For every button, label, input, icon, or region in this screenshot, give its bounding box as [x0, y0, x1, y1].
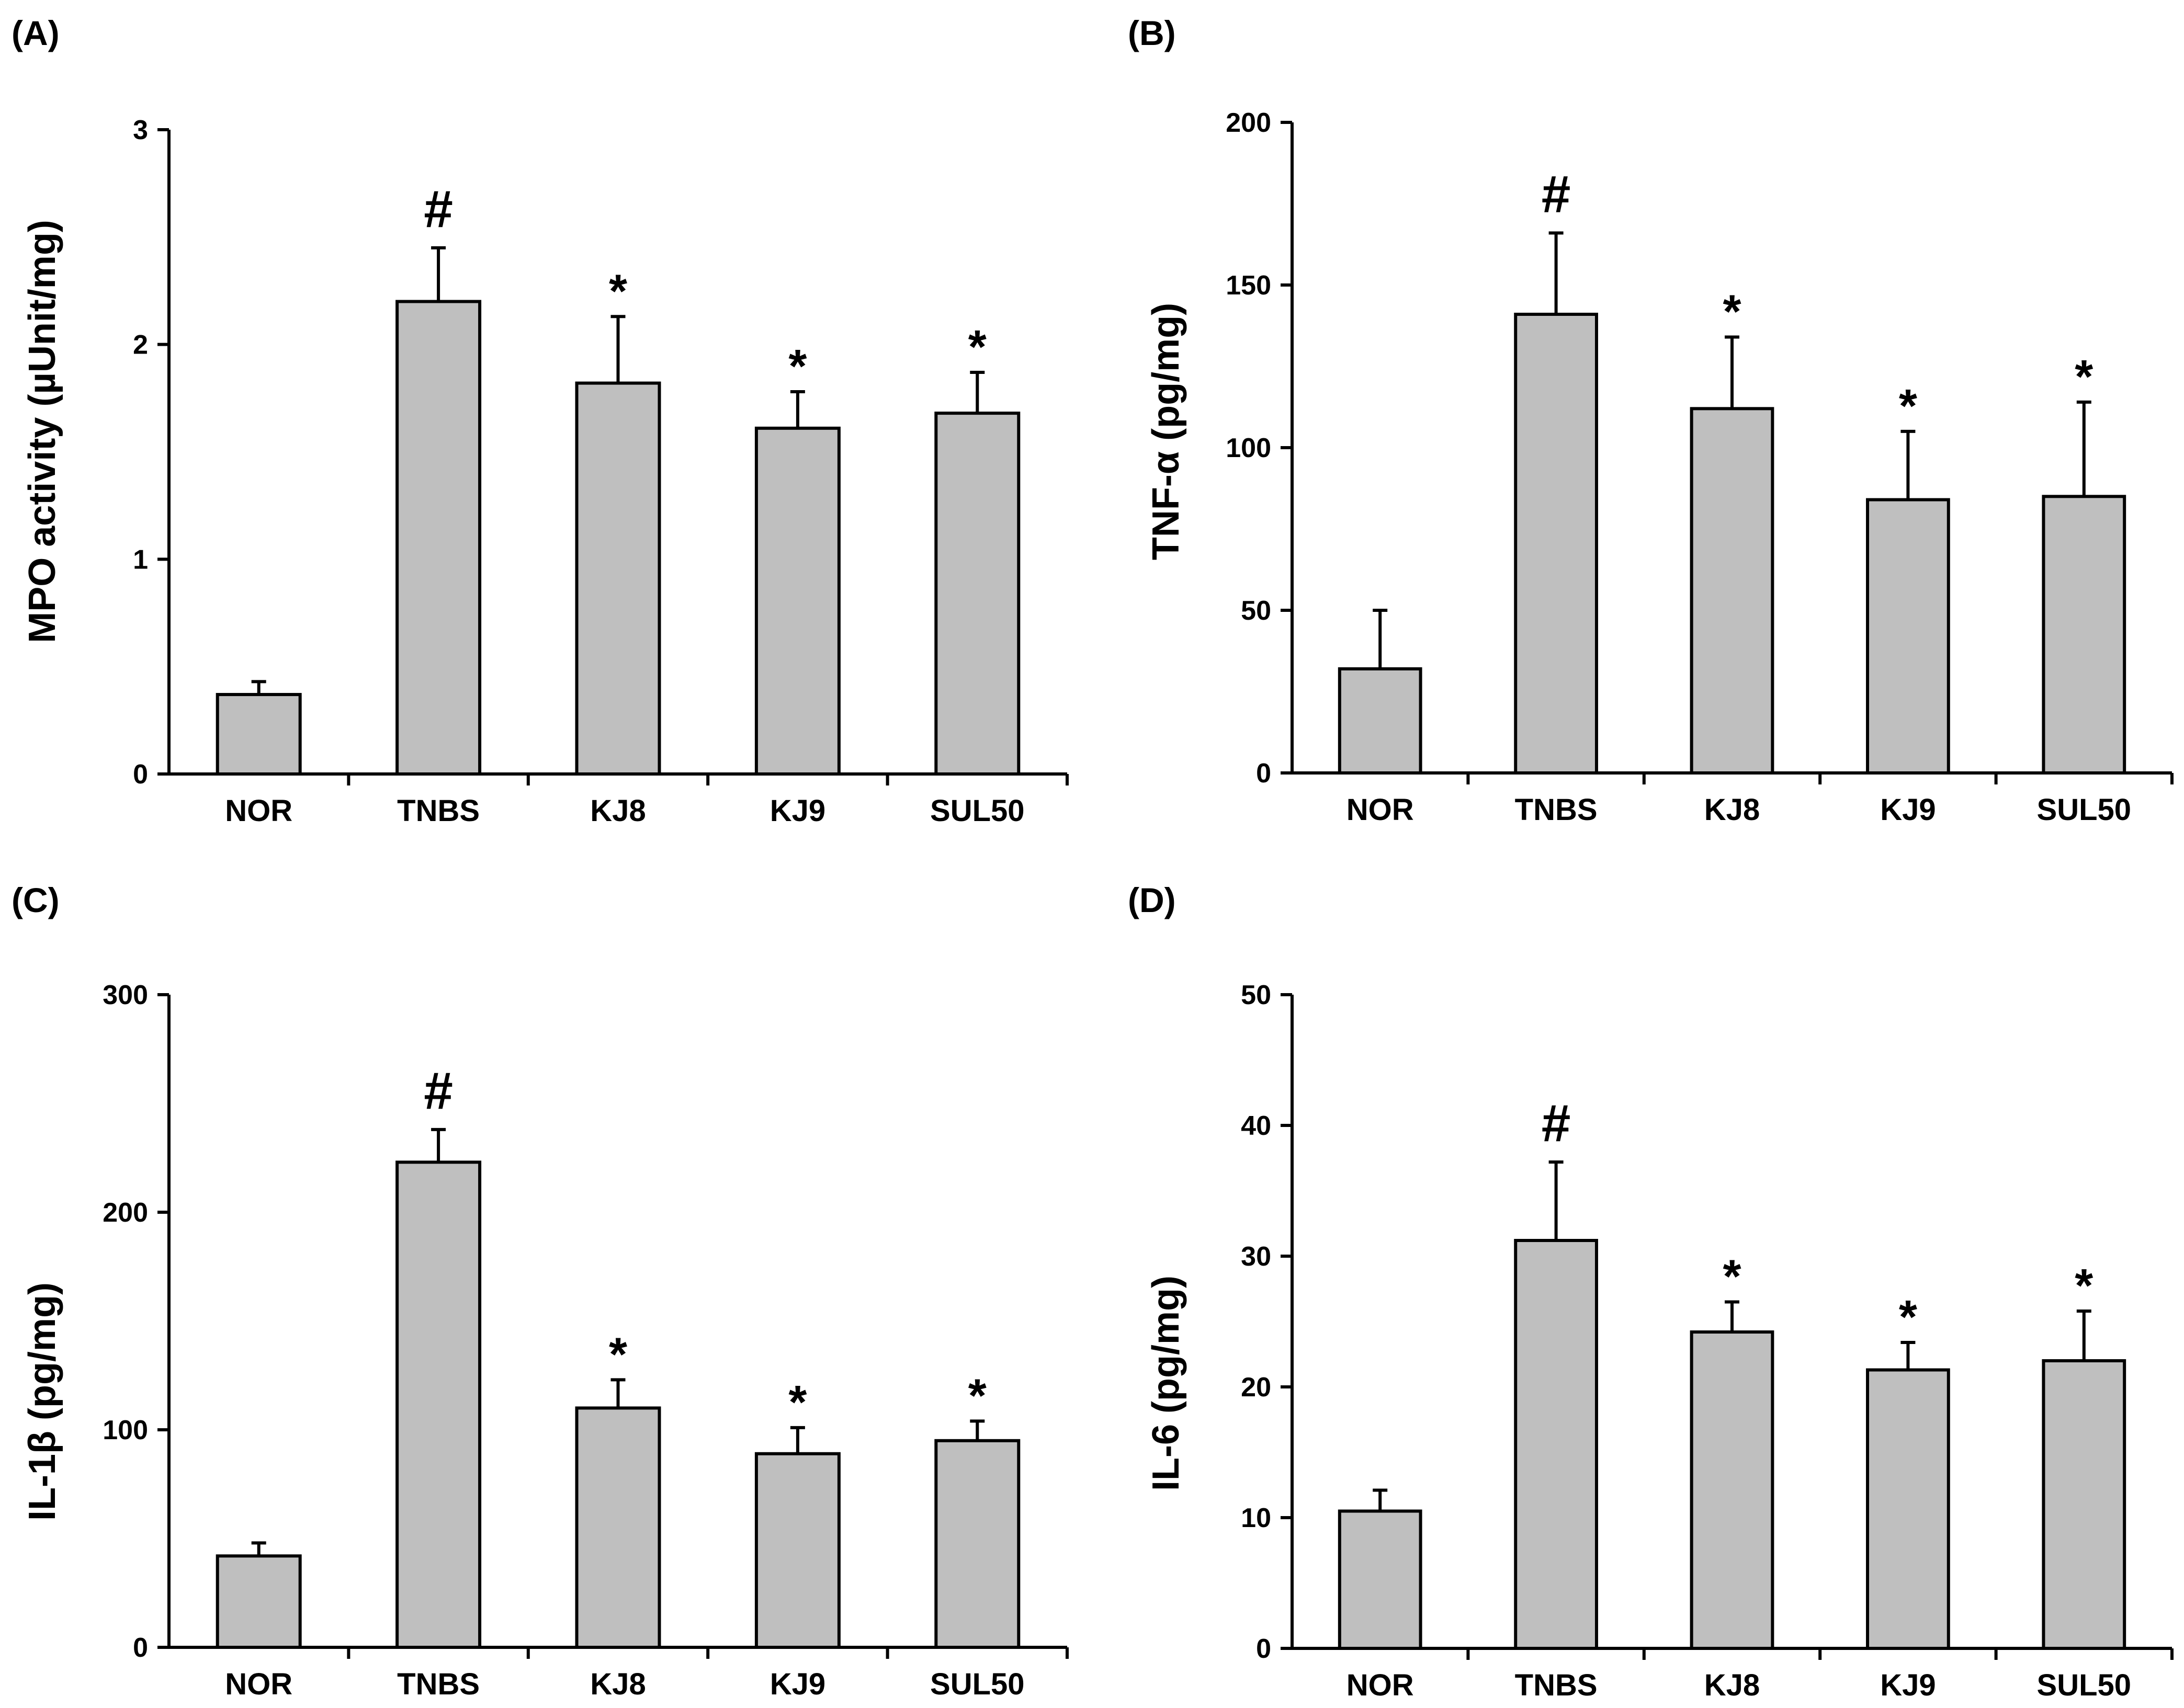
- chart-a-category-label: KJ8: [590, 794, 646, 828]
- chart-c-bar: [754, 1452, 841, 1649]
- chart-a-y-tick-label: 0: [133, 759, 148, 790]
- chart-d-category-label: SUL50: [2037, 1668, 2132, 1702]
- chart-c: 0 100 200 300 IL-1β (pg/mg) NOR TNBS # KJ8 * KJ9 * S…: [21, 980, 1069, 1701]
- chart-b-category-label: NOR: [1346, 793, 1414, 827]
- chart-c-y-tick-label: 200: [103, 1198, 148, 1228]
- chart-b-significance-marker: *: [2075, 351, 2093, 403]
- chart-d-significance-marker: *: [2075, 1260, 2093, 1312]
- chart-a-bar: [216, 693, 302, 776]
- panel-c: (C) 0 100 200 300 IL-1β (pg/mg) NOR TNBS # KJ8 * K…: [0, 858, 1092, 1708]
- chart-c-category-label: KJ9: [770, 1667, 825, 1701]
- chart-d-y-tick-label: 0: [1256, 1634, 1271, 1664]
- chart-b-bar: [1690, 407, 1774, 775]
- chart-d-y-tick-label: 10: [1241, 1503, 1271, 1533]
- chart-c-y-tick-label: 0: [133, 1633, 148, 1663]
- chart-b-bar: [2042, 495, 2126, 775]
- chart-b-category-label: TNBS: [1515, 793, 1598, 827]
- chart-a-category-label: TNBS: [397, 794, 480, 828]
- chart-d-significance-marker: *: [1723, 1251, 1741, 1303]
- chart-c-bar: [395, 1160, 482, 1649]
- chart-d-bar: [1514, 1239, 1598, 1650]
- panel-a: (A) 0 1 2 3 MPO activity (µUnit/mg) NOR TNBS # K…: [0, 0, 1092, 858]
- chart-b-category-label: SUL50: [2037, 793, 2132, 827]
- panel-d: (D) 0 10 20 30 40 50 IL-6 (pg/mg) NOR TNBS # KJ8 * K…: [1092, 858, 2184, 1708]
- chart-a-bar: [395, 300, 482, 776]
- chart-b-y-tick-label: 50: [1241, 596, 1271, 626]
- chart-b-category-label: KJ9: [1880, 793, 1936, 827]
- chart-d-significance-marker: *: [1899, 1291, 1917, 1343]
- chart-a-category-label: KJ9: [770, 794, 825, 828]
- chart-d-significance-marker: #: [1542, 1094, 1571, 1153]
- chart-d-category-label: NOR: [1346, 1668, 1414, 1702]
- chart-a-significance-marker: #: [424, 180, 453, 238]
- chart-c-category-label: SUL50: [930, 1667, 1025, 1701]
- chart-a-bar: [575, 381, 661, 776]
- chart-c-significance-marker: *: [609, 1328, 627, 1381]
- chart-c-significance-marker: *: [968, 1370, 987, 1422]
- chart-d-y-tick-label: 50: [1241, 980, 1271, 1010]
- chart-b-category-label: KJ8: [1704, 793, 1760, 827]
- panel-b: (B) 0 50 100 150 200 TNF-α (pg/mg) NOR TNBS # KJ8…: [1092, 0, 2184, 858]
- chart-b-bar: [1866, 498, 1950, 775]
- chart-a-bar: [934, 412, 1021, 776]
- chart-b: 0 50 100 150 200 TNF-α (pg/mg) NOR TNBS # KJ8 * KJ9…: [1145, 108, 2174, 827]
- chart-b-y-tick-label: 100: [1226, 433, 1271, 463]
- chart-c-y-tick-label: 100: [103, 1415, 148, 1445]
- chart-b-y-tick-label: 200: [1226, 108, 1271, 138]
- chart-d-category-label: KJ9: [1880, 1668, 1936, 1702]
- chart-d-y-tick-label: 40: [1241, 1111, 1271, 1141]
- chart-a: 0 1 2 3 MPO activity (µUnit/mg) NOR TNBS # KJ8 * K…: [21, 115, 1069, 828]
- chart-d-bar: [1338, 1509, 1422, 1650]
- chart-b-significance-marker: *: [1723, 286, 1741, 338]
- chart-a-category-label: SUL50: [930, 794, 1025, 828]
- chart-c-y-tick-label: 300: [103, 980, 148, 1010]
- chart-d-bar: [1690, 1330, 1774, 1650]
- chart-d: 0 10 20 30 40 50 IL-6 (pg/mg) NOR TNBS # KJ8 * KJ9 * S…: [1145, 980, 2174, 1702]
- chart-a-y-tick-label: 2: [133, 330, 148, 360]
- chart-d-bar: [2042, 1359, 2126, 1650]
- chart-a-y-tick-label: 1: [133, 544, 148, 575]
- chart-b-y-tick-label: 0: [1256, 758, 1271, 789]
- chart-a-significance-marker: *: [788, 340, 807, 393]
- chart-c-category-label: NOR: [225, 1667, 292, 1701]
- chart-b-significance-marker: *: [1899, 380, 1917, 432]
- chart-a-y-tick-label: 3: [133, 115, 148, 145]
- chart-c-bar: [934, 1439, 1021, 1649]
- chart-d-bar: [1866, 1368, 1950, 1650]
- chart-a-category-label: NOR: [225, 794, 292, 828]
- chart-a-significance-marker: *: [968, 321, 987, 373]
- chart-c-category-label: KJ8: [590, 1667, 646, 1701]
- chart-c-y-axis-label: IL-1β (pg/mg): [21, 1282, 63, 1521]
- panel-a-label: (A): [12, 14, 60, 52]
- chart-c-significance-marker: #: [424, 1062, 453, 1120]
- panel-d-label: (D): [1128, 881, 1176, 919]
- panel-b-label: (B): [1128, 14, 1176, 52]
- chart-c-bar: [216, 1554, 302, 1649]
- panel-c-label: (C): [12, 881, 60, 919]
- chart-d-y-tick-label: 20: [1241, 1372, 1271, 1403]
- chart-a-significance-marker: *: [609, 265, 627, 317]
- chart-d-y-axis-label: IL-6 (pg/mg): [1145, 1276, 1187, 1491]
- chart-d-category-label: KJ8: [1704, 1668, 1760, 1702]
- chart-c-bar: [575, 1406, 661, 1649]
- chart-c-category-label: TNBS: [397, 1667, 480, 1701]
- chart-d-y-tick-label: 30: [1241, 1242, 1271, 1272]
- chart-b-bar: [1338, 667, 1422, 775]
- chart-b-significance-marker: #: [1542, 165, 1571, 223]
- chart-a-bar: [754, 426, 841, 776]
- chart-b-y-tick-label: 150: [1226, 270, 1271, 301]
- chart-a-y-axis-label: MPO activity (µUnit/mg): [21, 220, 63, 643]
- chart-b-bar: [1514, 312, 1598, 775]
- chart-d-category-label: TNBS: [1515, 1668, 1598, 1702]
- chart-c-significance-marker: *: [788, 1376, 807, 1429]
- chart-b-y-axis-label: TNF-α (pg/mg): [1145, 303, 1187, 560]
